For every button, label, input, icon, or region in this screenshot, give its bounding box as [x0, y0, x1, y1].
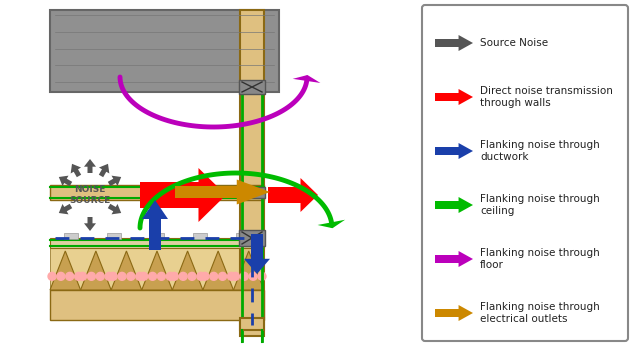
Polygon shape — [435, 89, 473, 105]
Circle shape — [140, 272, 148, 280]
Circle shape — [78, 272, 87, 280]
Circle shape — [75, 272, 83, 280]
Bar — [107, 233, 121, 239]
Circle shape — [127, 272, 135, 280]
Bar — [50, 290, 264, 320]
Circle shape — [57, 272, 65, 280]
Polygon shape — [50, 251, 80, 290]
Circle shape — [179, 272, 187, 280]
Bar — [64, 233, 78, 239]
Bar — [240, 10, 264, 336]
FancyBboxPatch shape — [422, 5, 628, 341]
Polygon shape — [108, 204, 121, 214]
Bar — [50, 248, 264, 290]
Circle shape — [240, 272, 248, 280]
Bar — [50, 10, 279, 92]
Circle shape — [201, 272, 209, 280]
Bar — [236, 233, 250, 239]
Polygon shape — [84, 159, 96, 173]
Text: Flanking noise through
ductwork: Flanking noise through ductwork — [480, 140, 600, 162]
Polygon shape — [99, 164, 109, 177]
Bar — [239, 187, 265, 198]
Text: Direct noise transmission
through walls: Direct noise transmission through walls — [480, 86, 613, 108]
Circle shape — [105, 272, 113, 280]
Polygon shape — [175, 180, 270, 204]
Polygon shape — [244, 234, 270, 274]
Circle shape — [219, 272, 226, 280]
Polygon shape — [435, 35, 473, 51]
Circle shape — [87, 272, 95, 280]
Polygon shape — [140, 168, 226, 222]
Circle shape — [157, 272, 166, 280]
Polygon shape — [142, 251, 173, 290]
Bar — [50, 185, 264, 200]
Bar — [193, 233, 207, 239]
Bar — [239, 230, 265, 246]
Circle shape — [210, 272, 217, 280]
Circle shape — [231, 272, 240, 280]
Polygon shape — [80, 251, 111, 290]
Circle shape — [249, 272, 257, 280]
Text: Flanking noise through
electrical outlets: Flanking noise through electrical outlet… — [480, 302, 600, 324]
Polygon shape — [142, 200, 168, 250]
Polygon shape — [203, 251, 233, 290]
Text: Source Noise: Source Noise — [480, 38, 548, 48]
Text: Flanking noise through
floor: Flanking noise through floor — [480, 248, 600, 270]
Polygon shape — [111, 251, 142, 290]
Circle shape — [48, 272, 56, 280]
Polygon shape — [293, 75, 320, 83]
Polygon shape — [173, 251, 203, 290]
Polygon shape — [435, 143, 473, 159]
Polygon shape — [108, 176, 121, 186]
Polygon shape — [71, 164, 81, 177]
Bar — [50, 238, 264, 248]
Circle shape — [188, 272, 196, 280]
Polygon shape — [59, 204, 72, 214]
Circle shape — [118, 272, 126, 280]
Circle shape — [136, 272, 143, 280]
Polygon shape — [84, 217, 96, 231]
Circle shape — [170, 272, 178, 280]
Polygon shape — [317, 220, 345, 228]
Bar — [240, 318, 264, 330]
Circle shape — [96, 272, 104, 280]
Text: Flanking noise through
ceiling: Flanking noise through ceiling — [480, 194, 600, 216]
Circle shape — [66, 272, 74, 280]
Polygon shape — [435, 197, 473, 213]
Circle shape — [166, 272, 174, 280]
Text: NOISE
SOURCE: NOISE SOURCE — [70, 185, 111, 205]
Polygon shape — [268, 178, 318, 212]
Circle shape — [109, 272, 117, 280]
Circle shape — [149, 272, 157, 280]
Polygon shape — [435, 305, 473, 321]
Circle shape — [197, 272, 205, 280]
Circle shape — [228, 272, 235, 280]
Polygon shape — [233, 251, 264, 290]
Polygon shape — [59, 176, 72, 186]
Polygon shape — [435, 251, 473, 267]
Circle shape — [258, 272, 266, 280]
Bar — [239, 80, 265, 94]
Bar — [150, 233, 164, 239]
